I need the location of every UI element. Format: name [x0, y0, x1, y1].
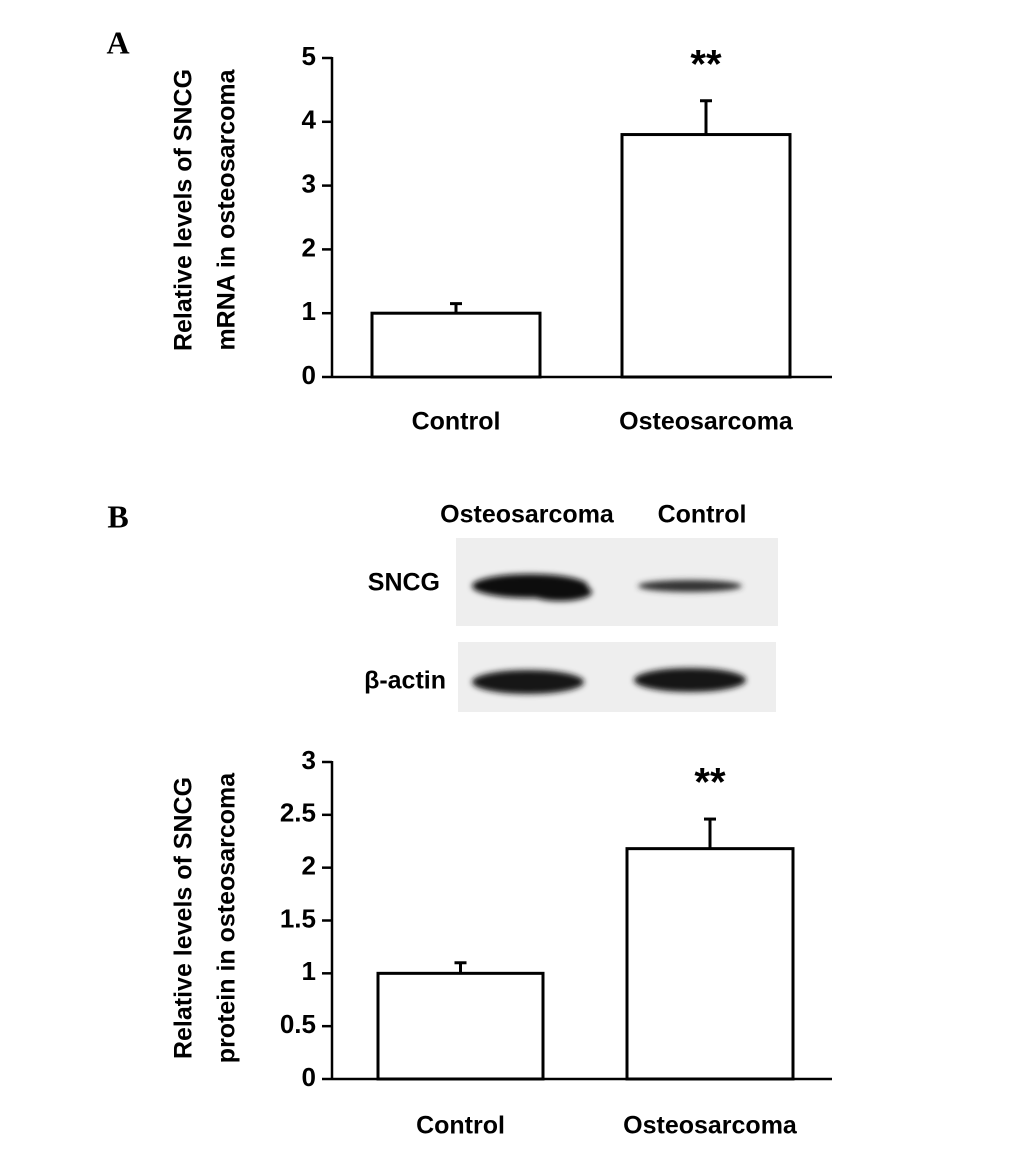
y-tick-label: 1	[302, 956, 316, 986]
y-axis-label: mRNA in osteosarcoma	[213, 68, 241, 350]
y-tick-label: 2	[302, 232, 316, 262]
bar	[376, 971, 545, 1081]
bar	[370, 311, 542, 379]
row-label: β-actin	[364, 667, 446, 695]
lane-label: Control	[658, 501, 747, 529]
y-tick-label: 0	[302, 360, 316, 390]
y-tick-label: 2	[302, 851, 316, 881]
band	[634, 668, 746, 692]
bar	[625, 847, 795, 1081]
y-tick-label: 0	[302, 1062, 316, 1092]
panel-label: B	[107, 498, 128, 534]
y-axis-label: Relative levels of SNCG	[170, 777, 198, 1059]
band	[528, 583, 592, 601]
bar	[620, 133, 792, 379]
blot-bands	[472, 574, 746, 694]
x-tick-label: Control	[412, 408, 501, 436]
y-tick-label: 2.5	[280, 798, 316, 828]
band	[638, 580, 742, 592]
x-tick-label: Osteosarcoma	[623, 1112, 798, 1140]
y-tick-label: 1	[302, 296, 316, 326]
y-tick-label: 4	[302, 105, 317, 135]
y-tick-label: 1.5	[280, 903, 316, 933]
x-tick-label: Control	[416, 1112, 505, 1140]
y-tick-label: 5	[302, 41, 316, 71]
band	[472, 670, 584, 694]
y-tick-label: 0.5	[280, 1009, 316, 1039]
lane-label: Osteosarcoma	[440, 501, 615, 529]
significance-label: **	[690, 42, 722, 86]
significance-label: **	[694, 761, 726, 805]
y-axis-label: protein in osteosarcoma	[213, 772, 241, 1063]
y-tick-label: 3	[302, 745, 316, 775]
x-tick-label: Osteosarcoma	[619, 408, 794, 436]
row-label: SNCG	[368, 569, 440, 597]
panel-label: A	[106, 24, 129, 60]
y-tick-label: 3	[302, 168, 316, 198]
y-axis-label: Relative levels of SNCG	[170, 69, 198, 351]
